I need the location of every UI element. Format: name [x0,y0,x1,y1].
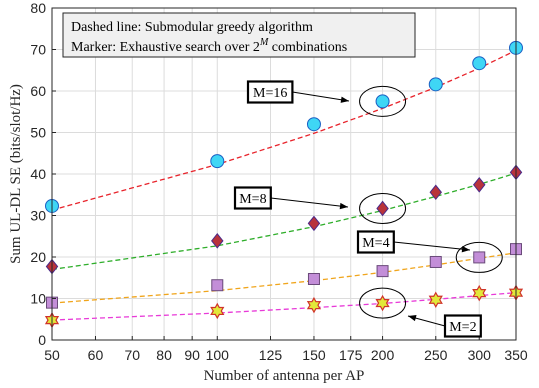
marker-m-4-point [211,279,224,292]
x-tick-label: 125 [259,347,283,363]
x-tick-label: 350 [504,347,528,363]
annotation-label: M=2 [449,320,476,335]
x-tick-label: 250 [424,347,448,363]
annotation-oval [359,192,407,224]
annotation-arrow [393,241,471,251]
series-line-m-16 [51,49,517,211]
x-tick-label: 70 [124,347,140,363]
legend-note-line-2-suffix: combinations [268,40,347,55]
marker-m-4-point [307,272,320,285]
x-tick-label: 150 [302,347,326,363]
annotation-boxes: M=16 M=8 M=4 M=2 [233,80,482,338]
x-tick-label: 80 [156,347,172,363]
marker-m-4-point [429,255,442,268]
marker-m-2-point [306,296,322,314]
x-tick-label: 50 [44,347,60,363]
marker-m-8-point [307,215,321,232]
marker-m-8-point [429,184,443,201]
x-axis-label: Number of antenna per AP [204,368,365,384]
y-tick-label: 20 [30,249,46,265]
y-axis-label: Sum UL-DL SE (bits/slot/Hz) [8,84,24,264]
marker-m-2-point [472,284,487,302]
annotation-label: M=4 [362,236,389,251]
marker-m-8-point [473,176,486,193]
annotation-arrowhead [408,314,417,322]
y-tick-label: 80 [30,0,46,16]
y-tick-label: 0 [38,332,46,348]
annotation-arrow [292,91,350,102]
y-tick-label: 40 [30,166,46,182]
y-tick-label: 10 [30,291,46,307]
annotation-oval [359,287,407,319]
marker-m-16-point [210,154,225,169]
legend-note-line-2-prefix: Marker: Exhaustive search over 2 [71,40,260,55]
marker-m-4-point [473,251,486,264]
marker-m-16-point [375,94,390,109]
marker-m-16-point [306,117,321,132]
x-tick-label: 175 [339,347,363,363]
marker-m-2-point [428,291,443,308]
legend-note-line-1: Dashed line: Submodular greedy algorithm [71,20,313,35]
annotation-label: M=8 [239,192,266,207]
annotation-label: M=16 [253,86,287,101]
annotation-arrowhead [339,202,348,210]
x-tick-label: 300 [468,347,492,363]
marker-m-2-point [210,302,225,320]
legend-note-box: Dashed line: Submodular greedy algorithm… [62,12,416,58]
x-tick-label: 90 [184,347,200,363]
y-tick-label: 60 [30,83,46,99]
tick-labels: 50 60 70 80 90 100 125 150 175 200 250 300 350 0 10 20 3… [30,0,527,363]
marker-m-16-point [472,56,487,71]
marker-m-8-point [376,200,389,217]
x-tick-label: 60 [88,347,104,363]
legend-note-line-2-sup: M [259,37,269,48]
annotation-ovals [359,85,503,319]
marker-m-4-point [376,265,389,278]
marker-m-2-point [375,294,390,312]
marker-m-16-point [428,77,443,92]
annotation-oval [359,85,407,117]
y-tick-label: 70 [30,42,46,58]
legend-note-line-2: Marker: Exhaustive search over 2M combin… [71,37,347,55]
marker-m-8-point [211,233,224,249]
annotation-arrowhead [340,96,349,103]
y-tick-label: 30 [30,208,46,224]
annotation-oval [455,241,503,273]
x-tick-label: 100 [206,347,230,363]
annotation-arrowhead [461,245,470,253]
y-tick-label: 50 [30,125,46,141]
annotation-arrow [270,197,349,208]
x-tick-label: 200 [371,347,395,363]
legend-note-background [62,12,416,58]
